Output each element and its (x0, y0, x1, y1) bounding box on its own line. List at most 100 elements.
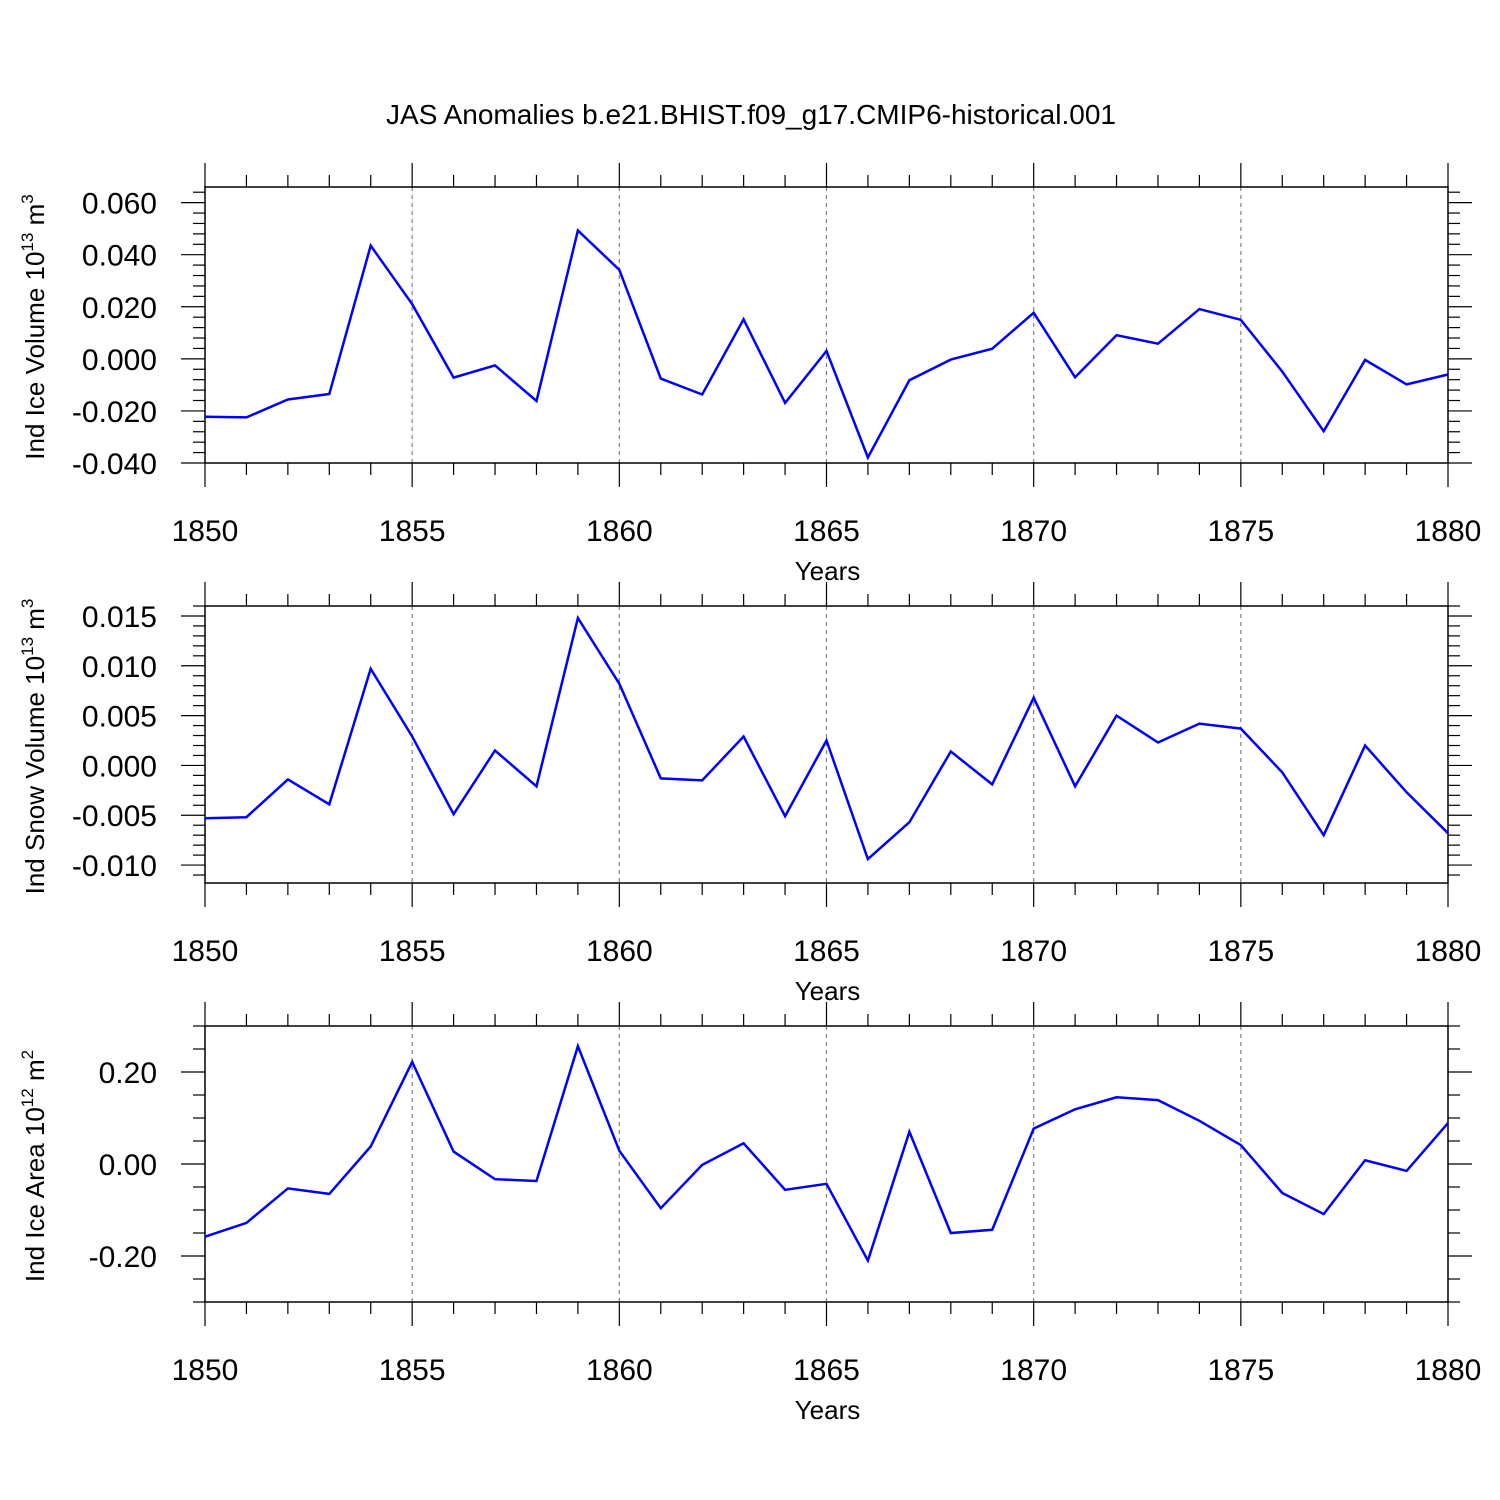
data-point (1405, 1169, 1409, 1173)
y-tick-label: -0.20 (89, 1241, 157, 1274)
y-tick-label: -0.005 (72, 800, 157, 833)
data-point (576, 1044, 580, 1048)
panel-3: -0.20 0.00 0.20 1850 1855 1860 1865 1870 1875 188… (18, 1002, 1481, 1425)
x-tick-label: 1850 (172, 515, 239, 548)
data-point (1280, 770, 1284, 774)
data-point (1280, 1191, 1284, 1195)
data-point (534, 784, 538, 788)
data-point (203, 816, 207, 820)
data-point (244, 815, 248, 819)
data-point (1032, 311, 1036, 315)
data-point (1446, 372, 1450, 376)
data-point (576, 616, 580, 620)
data-point (783, 1188, 787, 1192)
data-point (576, 228, 580, 232)
data-point (1032, 1127, 1036, 1131)
data-point (1239, 1143, 1243, 1147)
y-axis-label-unit: m (20, 204, 50, 233)
x-tick-label: 1865 (793, 515, 860, 548)
x-tick-label: 1865 (793, 1354, 860, 1387)
x-tick-label: 1860 (586, 1354, 653, 1387)
data-point (203, 415, 207, 419)
y-axis-label-unit-exp: 3 (18, 599, 37, 608)
data-point (410, 1060, 414, 1064)
data-point (990, 782, 994, 786)
y-axis-label-exp: 13 (18, 637, 37, 656)
x-axis-label: Years (795, 976, 861, 1006)
data-point (659, 377, 663, 381)
x-tick-label: 1875 (1207, 1354, 1274, 1387)
x-tick-label: 1880 (1415, 515, 1482, 548)
x-tick-label: 1855 (379, 935, 446, 968)
y-tick-label: 0.040 (82, 240, 157, 273)
x-tick-label: 1860 (586, 935, 653, 968)
y-tick-label: 0.015 (82, 601, 157, 634)
data-point (1405, 382, 1409, 386)
series-line (204, 614, 1449, 862)
x-tick-label: 1860 (586, 515, 653, 548)
data-point (742, 735, 746, 739)
data-point (907, 820, 911, 824)
data-point (700, 778, 704, 782)
data-point (244, 415, 248, 419)
y-axis-label-main: Ind Snow Volume 10 (20, 656, 50, 895)
y-axis-label-exp: 12 (18, 1088, 37, 1107)
data-point (410, 302, 414, 306)
y-tick-label: 0.010 (82, 651, 157, 684)
data-point (327, 392, 331, 396)
series-line (204, 228, 1449, 461)
data-point (700, 393, 704, 397)
data-point (1156, 1098, 1160, 1102)
data-point (1197, 307, 1201, 311)
plot-frame (204, 1025, 1449, 1303)
data-point (1322, 429, 1326, 433)
data-point (907, 378, 911, 382)
data-point (1446, 831, 1450, 835)
data-point (1073, 375, 1077, 379)
data-point (452, 1150, 456, 1154)
data-point (286, 397, 290, 401)
y-axis-label-main: Ind Ice Area 10 (20, 1107, 50, 1282)
panel-2: -0.010 -0.005 0.000 0.005 0.010 0.015 1850 1855… (18, 582, 1481, 1006)
data-point (452, 812, 456, 816)
y-tick-label: 0.020 (82, 292, 157, 325)
y-axis-label-unit: m (20, 608, 50, 637)
y-axis-label-unit-exp: 2 (18, 1050, 37, 1059)
data-point (700, 1163, 704, 1167)
panel-1: -0.040 -0.020 0.000 0.020 0.040 0.060 1850 1855… (18, 163, 1481, 586)
data-point (742, 317, 746, 321)
data-point (493, 1177, 497, 1181)
x-tick-label: 1870 (1000, 1354, 1067, 1387)
data-point (990, 347, 994, 351)
x-tick-label: 1870 (1000, 935, 1067, 968)
data-point (369, 667, 373, 671)
data-point (866, 1259, 870, 1263)
data-point (1322, 1212, 1326, 1216)
y-tick-label: 0.005 (82, 701, 157, 734)
x-axis-label: Years (795, 1395, 861, 1425)
y-tick-label: 0.00 (99, 1149, 157, 1182)
y-axis-label-main: Ind Ice Volume 10 (20, 252, 50, 460)
y-axis-label: Ind Snow Volume 1013 m3 (18, 599, 50, 895)
data-point (949, 1231, 953, 1235)
data-point (203, 1235, 207, 1239)
data-point (1363, 743, 1367, 747)
data-point (493, 748, 497, 752)
x-tick-label: 1855 (379, 515, 446, 548)
x-tick-label: 1850 (172, 1354, 239, 1387)
data-point (327, 1192, 331, 1196)
data-point (1363, 358, 1367, 362)
data-point (825, 349, 829, 353)
data-point (783, 814, 787, 818)
data-point (369, 244, 373, 248)
data-point (1197, 722, 1201, 726)
data-point (1197, 1119, 1201, 1123)
data-point (286, 1186, 290, 1190)
data-point (1239, 318, 1243, 322)
y-tick-label: -0.010 (72, 850, 157, 883)
x-axis-label: Years (795, 556, 861, 586)
data-point (1073, 1107, 1077, 1111)
data-point (534, 1179, 538, 1183)
y-axis-label: Ind Ice Volume 1013 m3 (18, 194, 50, 459)
